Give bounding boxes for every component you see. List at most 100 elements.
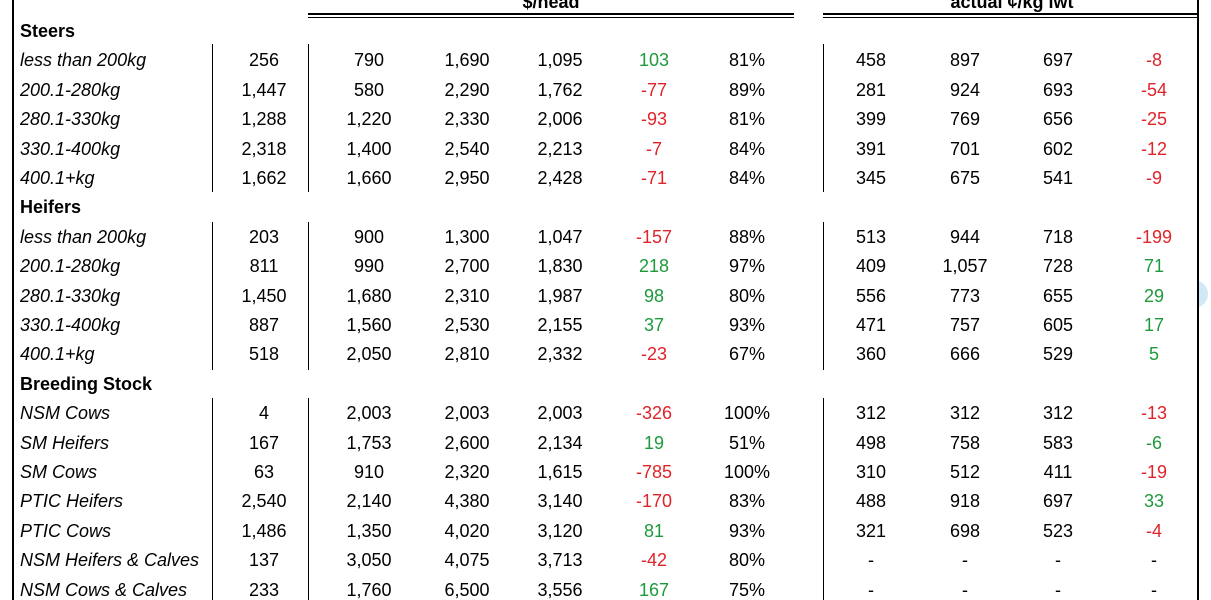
table-row: 330.1-400kg 2,318 1,400 2,540 2,213 -7 84% 391 7… — [14, 135, 1197, 164]
percent-cell: 51% — [728, 432, 766, 453]
head-count-cell: 4 — [258, 403, 269, 424]
max-price-cell: 2,600 — [444, 432, 490, 453]
price-change-cell: 98 — [643, 285, 665, 306]
price-change-cell: -77 — [640, 79, 667, 100]
kg-min-cell: 345 — [855, 168, 887, 188]
head-count-cell: 167 — [248, 432, 280, 453]
kg-max-cell: 701 — [949, 138, 981, 159]
kg-avg-cell: 728 — [1042, 256, 1074, 277]
row-label: less than 200kg — [20, 226, 147, 247]
kg-change-cell: -12 — [1140, 138, 1167, 159]
price-change-cell: 81 — [643, 520, 665, 541]
table-row: PTIC Cows 1,486 1,350 4,020 3,120 81 93% 321 698… — [14, 517, 1197, 546]
percent-cell: 80% — [728, 550, 766, 571]
percent-cell: 81% — [728, 50, 766, 71]
table-row: 400.1+kg 518 2,050 2,810 2,332 -23 67% 360 666 52… — [14, 340, 1197, 369]
avg-price-cell: 3,713 — [537, 550, 583, 571]
kg-change-cell: 29 — [1143, 285, 1165, 306]
max-price-cell: 2,810 — [444, 344, 490, 365]
min-price-cell: 3,050 — [346, 550, 392, 571]
kg-avg-cell: 411 — [1043, 462, 1073, 482]
divider-breeding-kg — [823, 398, 824, 600]
kg-max-cell: 924 — [949, 79, 981, 100]
kg-change-cell: -6 — [1145, 432, 1162, 453]
kg-avg-cell: 602 — [1042, 138, 1074, 159]
max-price-cell: 2,950 — [444, 168, 490, 188]
table-row: 280.1-330kg 1,288 1,220 2,330 2,006 -93 81% 399… — [14, 105, 1197, 134]
kg-avg-cell: 312 — [1042, 403, 1074, 424]
percent-cell: 81% — [728, 109, 766, 130]
section-title: Heifers — [20, 197, 82, 218]
row-label: 280.1-330kg — [20, 285, 121, 306]
section-title: Steers — [20, 21, 76, 41]
kg-change-cell: 71 — [1143, 256, 1165, 277]
divider-steers-label — [212, 44, 213, 192]
kg-max-cell: - — [962, 550, 968, 571]
head-count-cell: 2,540 — [241, 491, 287, 512]
divider-steers-kg — [823, 44, 824, 192]
min-price-cell: 1,753 — [346, 432, 392, 453]
max-price-cell: 2,700 — [444, 256, 490, 277]
kg-min-cell: 409 — [855, 256, 887, 277]
kg-max-cell: 675 — [949, 168, 981, 188]
divider-heifers-kg — [823, 222, 824, 370]
kg-min-cell: 458 — [855, 50, 887, 71]
max-price-cell: 4,380 — [444, 491, 490, 512]
table-row: PTIC Heifers 2,540 2,140 4,380 3,140 -170 83% 4… — [14, 487, 1197, 516]
head-count-cell: 1,486 — [241, 520, 287, 541]
percent-cell: 89% — [728, 79, 766, 100]
table-row: NSM Cows & Calves 233 1,760 6,500 3,556 167 75… — [14, 576, 1197, 600]
kg-avg-cell: 718 — [1042, 226, 1074, 247]
kg-change-cell: -19 — [1140, 462, 1167, 482]
price-change-cell: -71 — [640, 168, 667, 188]
kg-max-cell: 769 — [949, 109, 981, 130]
price-table: $/head actual ¢/kg lwt Steers less than 2… — [12, 0, 1199, 600]
kg-change-cell: 5 — [1148, 344, 1159, 365]
head-count-cell: 2,318 — [241, 138, 287, 159]
kg-min-cell: 471 — [855, 315, 887, 335]
kg-max-cell: 897 — [949, 50, 981, 71]
kg-max-cell: 773 — [949, 285, 981, 306]
kg-min-cell: 281 — [855, 79, 887, 100]
min-price-cell: 1,220 — [346, 109, 392, 130]
avg-price-cell: 2,155 — [537, 315, 583, 335]
kg-change-cell: -25 — [1140, 109, 1167, 130]
head-count-cell: 63 — [253, 462, 275, 482]
max-price-cell: 2,290 — [444, 79, 490, 100]
kg-change-cell: - — [1151, 579, 1157, 600]
row-label: less than 200kg — [20, 50, 147, 71]
row-label: 330.1-400kg — [20, 315, 121, 335]
kg-max-cell: 1,057 — [942, 256, 988, 277]
header-rule-per-kg — [823, 13, 1197, 18]
divider-steers-head — [308, 44, 309, 192]
kg-max-cell: 698 — [949, 520, 981, 541]
avg-price-cell: 2,006 — [537, 109, 583, 130]
kg-min-cell: 321 — [855, 520, 887, 541]
kg-avg-cell: 523 — [1042, 520, 1074, 541]
table-row: NSM Heifers & Calves 137 3,050 4,075 3,713 -4… — [14, 546, 1197, 575]
min-price-cell: 580 — [353, 79, 385, 100]
avg-price-cell: 1,095 — [537, 50, 583, 71]
row-label: 280.1-330kg — [20, 109, 121, 130]
percent-cell: 97% — [728, 256, 766, 277]
avg-price-cell: 3,120 — [537, 520, 583, 541]
price-change-cell: 19 — [643, 432, 665, 453]
min-price-cell: 1,400 — [346, 138, 392, 159]
section-header-row: Steers — [14, 17, 1197, 46]
kg-avg-cell: 605 — [1042, 315, 1074, 335]
row-label: 400.1+kg — [20, 168, 95, 188]
max-price-cell: 2,330 — [444, 109, 490, 130]
head-count-cell: 256 — [248, 50, 280, 71]
head-count-cell: 1,447 — [241, 79, 287, 100]
avg-price-cell: 2,134 — [537, 432, 583, 453]
row-label: PTIC Cows — [20, 520, 112, 541]
kg-avg-cell: 656 — [1042, 109, 1074, 130]
min-price-cell: 1,560 — [346, 315, 392, 335]
table-row: 400.1+kg 1,662 1,660 2,950 2,428 -71 84% 345 675… — [14, 164, 1197, 193]
divider-heifers-head — [308, 222, 309, 370]
table-row: 330.1-400kg 887 1,560 2,530 2,155 37 93% 471 757… — [14, 311, 1197, 340]
avg-price-cell: 2,332 — [537, 344, 583, 365]
avg-price-cell: 1,047 — [537, 226, 583, 247]
head-count-cell: 203 — [248, 226, 280, 247]
percent-cell: 67% — [728, 344, 766, 365]
